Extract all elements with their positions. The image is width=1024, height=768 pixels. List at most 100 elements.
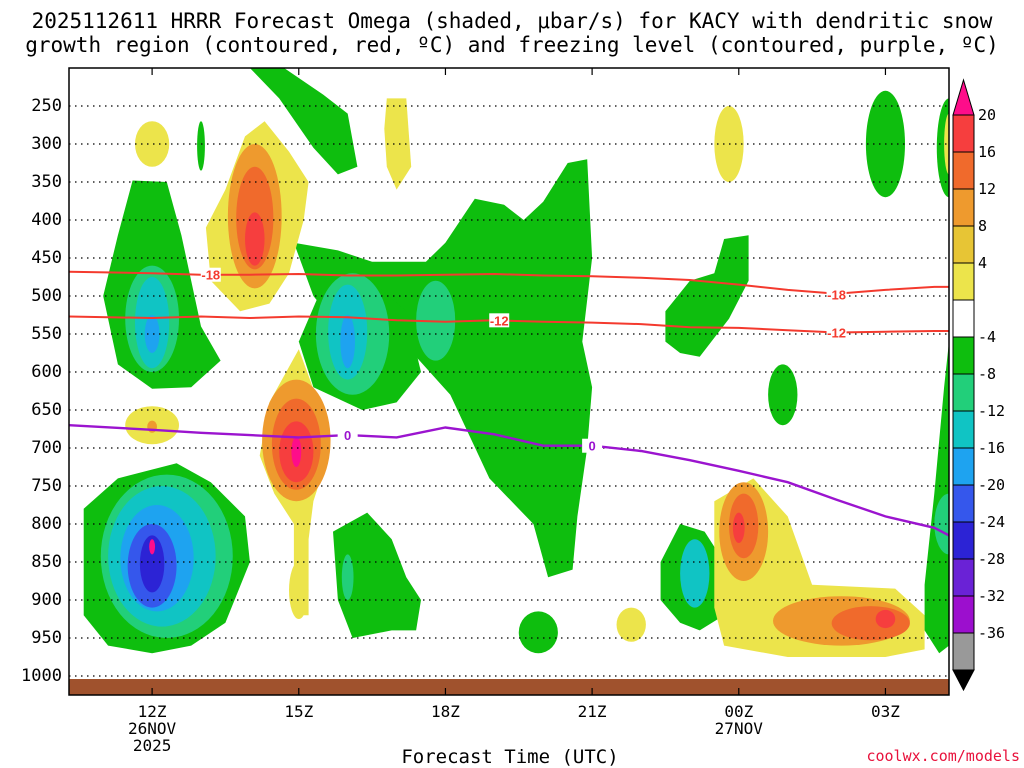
- colorbar-swatch-4: [952, 225, 975, 264]
- omega-ascent-low-teal2: [341, 554, 354, 600]
- omega-region-yellow-small: [135, 121, 170, 167]
- y-tick-label-450: 450: [31, 248, 62, 268]
- contour-label-m12-east-bg: [826, 325, 847, 340]
- contour-label-0-east: 0: [588, 439, 595, 454]
- x-tick-label-4-1: 27NOV: [714, 719, 763, 738]
- y-tick-label-950: 950: [31, 628, 62, 648]
- colorbar-swatch-1: [952, 114, 975, 153]
- x-tick-label-4-0: 00Z: [724, 702, 754, 721]
- omega-descent-mid-magenta: [291, 436, 302, 467]
- colorbar-label-11: -28: [978, 550, 1006, 568]
- colorbar-swatch-15: [952, 632, 975, 671]
- contour-label-m18-west-bg: [200, 267, 221, 282]
- omega-ascent-small-green: [518, 611, 558, 654]
- colorbar-label-2: 12: [978, 180, 997, 198]
- y-tick-label-1000: 1000: [21, 666, 62, 686]
- x-tick-label-0-2: 2025: [132, 736, 172, 755]
- y-tick-label-900: 900: [31, 590, 62, 610]
- colorbar-label-4: 4: [978, 254, 988, 272]
- omega-ascent-low-cyan3: [680, 539, 710, 608]
- y-tick-label-500: 500: [31, 286, 62, 306]
- omega-descent-east-red2: [875, 609, 896, 629]
- colorbar-label-8: -16: [978, 439, 1006, 457]
- x-tick-label-3-0: 21Z: [577, 702, 607, 721]
- x-tick-label-2-0: 18Z: [430, 702, 460, 721]
- contour-label-m18-east-bg: [826, 287, 847, 302]
- x-tick-label-0-0: 12Z: [137, 702, 167, 721]
- y-tick-label-650: 650: [31, 400, 62, 420]
- colorbar-swatch-2: [952, 151, 975, 190]
- colorbar-swatch-12: [952, 521, 975, 560]
- y-tick-label-350: 350: [31, 172, 62, 192]
- colorbar-swatch-7: [952, 336, 975, 375]
- x-tick-label-5-0: 03Z: [870, 702, 900, 721]
- contour-label-m18-east: -18: [827, 287, 846, 302]
- colorbar-label-0: 20: [978, 106, 997, 124]
- omega-region-upper-green: [249, 68, 358, 175]
- omega-shading-layer: [83, 68, 949, 657]
- colorbar-label-13: -36: [978, 624, 1006, 642]
- x-tick-label-0-1: 26NOV: [128, 719, 177, 738]
- colorbar-swatch-9: [952, 410, 975, 449]
- colorbar-swatch-6: [952, 299, 975, 338]
- colorbar-label-9: -20: [978, 476, 1006, 494]
- omega-region-yellow-aloft: [384, 98, 412, 190]
- y-tick-label-750: 750: [31, 476, 62, 496]
- omega-descent-small-yellow2: [616, 607, 646, 642]
- contour-label-m12-east: -12: [827, 325, 846, 340]
- colorbar: [952, 78, 975, 692]
- omega-ascent-edge-teal: [934, 493, 949, 555]
- y-tick-label-300: 300: [31, 134, 62, 154]
- colorbar-swatch-0: [952, 78, 975, 116]
- omega-region-west-blue: [144, 315, 160, 353]
- colorbar-label-1: 16: [978, 143, 997, 161]
- colorbar-swatch-14: [952, 595, 975, 634]
- x-tick-label-1-0: 15Z: [284, 702, 314, 721]
- omega-ascent-edge-green: [924, 341, 949, 654]
- contour-label-0-west: 0: [344, 428, 351, 443]
- contour-label-0-east-bg: [582, 438, 603, 453]
- contour-label-m12-west: -12: [490, 313, 509, 328]
- colorbar-swatch-5: [952, 262, 975, 301]
- omega-ascent-low-peak: [149, 539, 156, 555]
- colorbar-label-3: 8: [978, 217, 988, 235]
- colorbar-label-7: -12: [978, 402, 1006, 420]
- omega-ascent-low-darkblue: [139, 535, 165, 593]
- contour-label-0-west-bg: [337, 428, 358, 443]
- ground-surface: [69, 679, 949, 695]
- contour-label-m18-west: -18: [201, 268, 220, 283]
- contour-label-m12-west-bg: [489, 313, 510, 328]
- chart-title-line1: 2025112611 HRRR Forecast Omega (shaded, …: [31, 9, 993, 33]
- colorbar-swatch-10: [952, 447, 975, 486]
- colorbar-label-12: -32: [978, 587, 1006, 605]
- colorbar-swatch-16: [952, 669, 975, 692]
- colorbar-label-5: -4: [978, 328, 997, 346]
- colorbar-label-6: -8: [978, 365, 997, 383]
- axis-ticks: [151, 68, 887, 695]
- y-tick-label-600: 600: [31, 362, 62, 382]
- chart-title-line2: growth region (contoured, red, ºC) and f…: [25, 33, 999, 57]
- omega-region-main-green: [293, 159, 593, 578]
- y-tick-label-400: 400: [31, 210, 62, 230]
- omega-ascent-low-green2: [333, 512, 421, 638]
- y-tick-label-850: 850: [31, 552, 62, 572]
- y-tick-label-800: 800: [31, 514, 62, 534]
- omega-ascent-mid-blue: [340, 315, 355, 369]
- y-tick-label-550: 550: [31, 324, 62, 344]
- omega-ascent-small-green2: [768, 364, 798, 426]
- colorbar-swatch-8: [952, 373, 975, 412]
- temperature-contours: -18 -18 -12 -12 0 0: [69, 267, 949, 537]
- omega-descent-east-orange4: [831, 606, 910, 641]
- omega-region-thin-green: [197, 121, 205, 171]
- omega-descent-edge-yellow: [944, 113, 949, 175]
- omega-descent-east-red: [732, 512, 745, 543]
- colorbar-swatch-3: [952, 188, 975, 227]
- freezing-level-contour: [69, 424, 949, 537]
- omega-descent-tiny-yellow: [289, 562, 309, 619]
- pressure-gridlines: [69, 105, 949, 677]
- colorbar-swatch-11: [952, 484, 975, 523]
- omega-descent-upper-red: [245, 212, 265, 266]
- plot-frame: [68, 67, 950, 696]
- colorbar-swatch-13: [952, 558, 975, 597]
